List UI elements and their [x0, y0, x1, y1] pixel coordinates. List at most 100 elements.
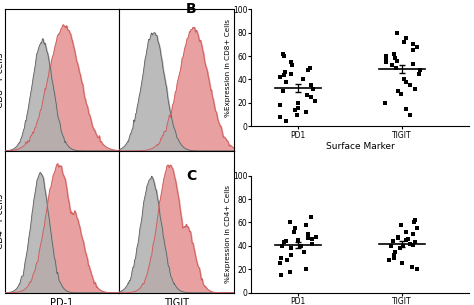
Point — [308, 83, 315, 88]
Point — [415, 71, 422, 76]
Point — [402, 238, 410, 242]
Point — [411, 218, 419, 223]
Point — [286, 220, 293, 225]
Point — [277, 255, 285, 260]
Y-axis label: %Expression in CD4+ Cells: %Expression in CD4+ Cells — [225, 185, 231, 283]
Point — [409, 48, 417, 53]
Point — [287, 246, 295, 251]
Point — [392, 65, 400, 70]
X-axis label: TIGIT: TIGIT — [164, 298, 189, 305]
Point — [294, 105, 301, 110]
Point — [286, 269, 294, 274]
Point — [411, 240, 419, 245]
Point — [393, 58, 401, 63]
Point — [297, 243, 305, 248]
Point — [290, 229, 298, 234]
X-axis label: Surface Marker: Surface Marker — [326, 142, 395, 151]
Point — [410, 232, 417, 237]
Point — [398, 222, 405, 227]
Point — [409, 242, 417, 247]
Point — [406, 83, 414, 88]
Point — [404, 236, 411, 241]
Point — [276, 103, 283, 108]
Point — [303, 92, 310, 97]
Point — [406, 112, 413, 117]
Point — [400, 77, 408, 82]
Point — [413, 267, 421, 272]
Point — [308, 241, 316, 246]
Point — [401, 40, 408, 45]
Text: B: B — [186, 2, 197, 16]
Point — [294, 238, 302, 242]
Point — [413, 44, 421, 49]
Point — [399, 261, 406, 266]
Point — [303, 110, 310, 115]
Point — [280, 72, 288, 77]
Point — [308, 236, 315, 241]
Point — [407, 241, 414, 246]
Point — [394, 235, 401, 240]
Point — [402, 106, 410, 111]
Point — [387, 243, 395, 248]
Y-axis label: CD8⁺ T cells: CD8⁺ T cells — [0, 52, 5, 108]
Point — [382, 57, 390, 62]
Point — [397, 91, 405, 96]
Point — [288, 59, 295, 64]
Point — [280, 54, 287, 59]
Point — [294, 100, 301, 105]
Point — [306, 65, 314, 70]
Point — [302, 267, 310, 272]
Point — [291, 226, 299, 231]
Point — [276, 261, 284, 266]
Y-axis label: CD4⁺ T cells: CD4⁺ T cells — [0, 194, 5, 249]
Point — [277, 273, 285, 278]
Point — [276, 75, 284, 80]
Point — [312, 234, 319, 239]
Point — [287, 71, 295, 76]
Point — [293, 112, 301, 117]
Point — [409, 42, 417, 47]
Point — [280, 89, 287, 94]
Point — [391, 56, 399, 61]
Point — [382, 100, 389, 105]
Point — [397, 246, 404, 251]
Point — [402, 36, 410, 41]
Point — [308, 214, 315, 219]
Point — [282, 239, 290, 244]
Point — [388, 63, 396, 68]
Point — [382, 59, 389, 64]
Point — [281, 240, 288, 245]
Point — [292, 107, 299, 112]
Point — [408, 264, 415, 269]
Point — [282, 70, 289, 75]
Point — [411, 86, 419, 91]
Point — [394, 89, 402, 94]
Point — [299, 77, 307, 82]
Point — [392, 249, 399, 254]
Point — [400, 243, 407, 248]
Point — [382, 54, 390, 59]
Point — [278, 243, 286, 248]
Point — [304, 68, 311, 73]
Point — [302, 222, 310, 227]
Y-axis label: %Expression in CD8+ Cells: %Expression in CD8+ Cells — [225, 19, 231, 117]
Point — [301, 249, 308, 254]
Point — [391, 255, 398, 260]
Point — [416, 68, 424, 73]
Point — [283, 118, 290, 123]
Point — [282, 79, 289, 84]
X-axis label: PD-1: PD-1 — [50, 298, 73, 305]
Point — [402, 79, 410, 84]
Point — [390, 51, 398, 56]
Point — [390, 253, 398, 258]
Text: C: C — [186, 169, 196, 183]
Point — [287, 253, 294, 258]
Point — [289, 63, 296, 68]
Point — [307, 95, 315, 99]
Point — [279, 51, 286, 56]
Point — [304, 235, 311, 240]
Point — [389, 239, 397, 244]
Point — [413, 226, 420, 231]
Point — [283, 257, 291, 262]
Point — [410, 220, 418, 225]
